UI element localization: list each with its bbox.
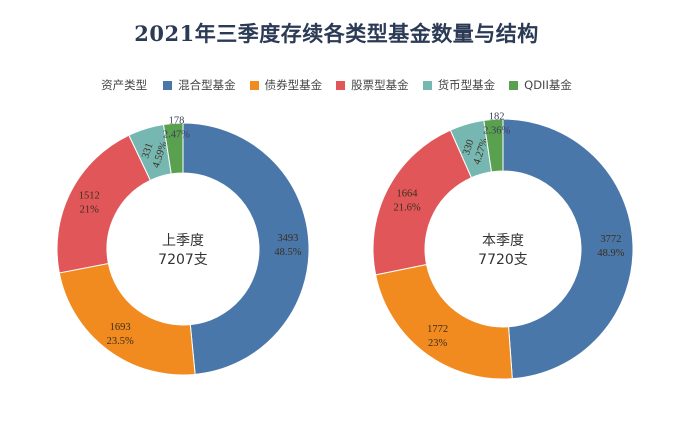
slice-mixed-this-quarter[interactable]: [502, 118, 634, 380]
legend-swatch: [336, 80, 346, 90]
legend: 资产类型 混合型基金 债券型基金 股票型基金 货币型基金 QDII基金: [0, 77, 673, 93]
slice-percent-label: 48.9%: [597, 248, 624, 259]
legend-swatch: [249, 80, 259, 90]
legend-label: 货币型基金: [437, 78, 496, 92]
slice-stock-last-quarter[interactable]: [56, 134, 152, 274]
legend-title: 资产类型: [101, 78, 148, 92]
legend-label: 股票型基金: [351, 78, 409, 92]
legend-item-qdii[interactable]: QDII基金: [509, 77, 572, 93]
legend-label: 混合型基金: [178, 78, 236, 92]
slice-percent-label: 2.47%: [163, 129, 190, 140]
slice-bond-last-quarter[interactable]: [58, 262, 196, 376]
slice-percent-label: 21%: [80, 205, 100, 216]
legend-item-money[interactable]: 货币型基金: [422, 77, 496, 93]
slice-value-label: 1693: [110, 322, 131, 333]
legend-item-mixed[interactable]: 混合型基金: [163, 77, 236, 93]
legend-item-bond[interactable]: 债券型基金: [249, 77, 323, 93]
slice-bond-this-quarter[interactable]: [375, 263, 513, 380]
slice-value-label: 1664: [397, 188, 419, 199]
donut-center-total: 7207支: [158, 252, 208, 268]
legend-item-stock[interactable]: 股票型基金: [336, 77, 409, 93]
slice-percent-label: 48.5%: [274, 247, 301, 258]
legend-label: QDII基金: [524, 78, 572, 92]
slice-value-label: 1512: [79, 191, 100, 202]
slice-value-label: 1772: [427, 324, 448, 335]
slice-value-label: 178: [169, 115, 185, 126]
legend-swatch: [422, 80, 432, 90]
slice-value-label: 331: [140, 142, 155, 160]
slice-mixed-last-quarter[interactable]: [182, 122, 310, 375]
slice-value-label: 3493: [277, 233, 298, 244]
slice-value-label: 182: [489, 111, 505, 122]
slice-percent-label: 23%: [428, 338, 448, 349]
legend-swatch: [509, 80, 519, 90]
slice-percent-label: 2.36%: [483, 125, 510, 136]
legend-label: 债券型基金: [264, 78, 323, 92]
chart-title: 2021年三季度存续各类型基金数量与结构: [134, 21, 539, 46]
slice-qdii-last-quarter[interactable]: [162, 122, 184, 175]
legend-swatch: [163, 80, 173, 90]
slice-value-label: 330: [461, 138, 476, 156]
slice-percent-label: 21.6%: [393, 202, 420, 213]
slice-value-label: 3772: [600, 234, 621, 245]
slice-stock-this-quarter[interactable]: [372, 129, 473, 276]
slice-qdii-this-quarter[interactable]: [483, 118, 504, 173]
donut-center-period: 上季度: [162, 233, 204, 249]
donut-center-period: 本季度: [482, 233, 524, 249]
donut-center-total: 7720支: [478, 252, 528, 268]
slice-percent-label: 23.5%: [107, 336, 134, 347]
